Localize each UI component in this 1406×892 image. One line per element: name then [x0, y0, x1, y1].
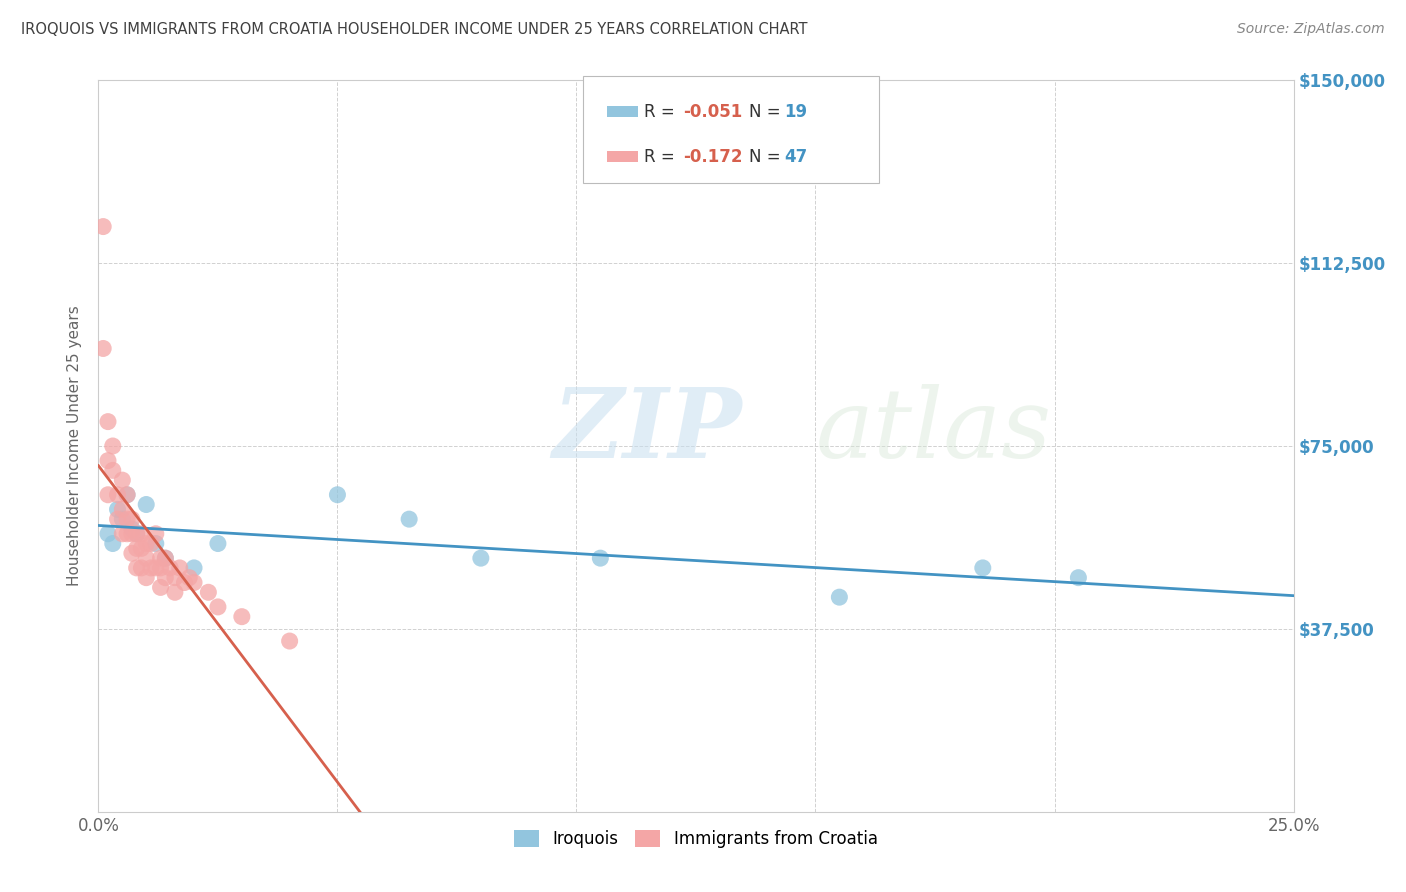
Point: [121, 546, 143, 560]
Point: [139, 536, 162, 550]
Point: [111, 473, 134, 487]
Point: [231, 609, 253, 624]
Point: [145, 526, 167, 541]
Legend: Iroquois, Immigrants from Croatia: Iroquois, Immigrants from Croatia: [508, 823, 884, 855]
Point: [470, 551, 492, 566]
Point: [125, 526, 148, 541]
Point: [115, 512, 138, 526]
Point: [91, 342, 114, 356]
Point: [139, 561, 162, 575]
Point: [159, 561, 181, 575]
Text: IROQUOIS VS IMMIGRANTS FROM CROATIA HOUSEHOLDER INCOME UNDER 25 YEARS CORRELATIO: IROQUOIS VS IMMIGRANTS FROM CROATIA HOUS…: [21, 22, 807, 37]
Point: [155, 551, 177, 566]
Point: [121, 512, 143, 526]
Point: [197, 585, 219, 599]
Text: -0.051: -0.051: [683, 103, 742, 120]
Point: [101, 536, 124, 550]
Point: [149, 561, 172, 575]
Point: [145, 561, 167, 575]
Point: [97, 488, 120, 502]
Point: [115, 488, 138, 502]
Point: [97, 415, 120, 429]
Point: [398, 512, 420, 526]
Point: [207, 599, 229, 614]
Point: [131, 561, 153, 575]
Text: 47: 47: [785, 148, 808, 166]
Point: [125, 526, 148, 541]
Point: [163, 585, 186, 599]
Point: [125, 561, 148, 575]
Point: [125, 541, 148, 556]
Point: [169, 561, 191, 575]
Point: [326, 488, 349, 502]
Point: [107, 488, 129, 502]
Point: [828, 590, 851, 604]
Text: 19: 19: [785, 103, 807, 120]
Point: [101, 463, 124, 477]
Y-axis label: Householder Income Under 25 years: Householder Income Under 25 years: [67, 306, 83, 586]
Point: [183, 575, 205, 590]
Point: [589, 551, 612, 566]
Point: [155, 551, 177, 566]
Point: [135, 571, 157, 585]
Text: R =: R =: [644, 103, 681, 120]
Point: [107, 502, 129, 516]
Point: [115, 488, 138, 502]
Text: atlas: atlas: [815, 384, 1052, 478]
Point: [111, 502, 134, 516]
Point: [115, 526, 138, 541]
Point: [101, 439, 124, 453]
Point: [107, 512, 129, 526]
Point: [121, 526, 143, 541]
Point: [183, 561, 205, 575]
Point: [149, 581, 172, 595]
Text: ZIP: ZIP: [553, 384, 742, 478]
Point: [1067, 571, 1090, 585]
Point: [155, 571, 177, 585]
Point: [97, 526, 120, 541]
Point: [278, 634, 301, 648]
Point: [149, 551, 172, 566]
Point: [972, 561, 994, 575]
Point: [135, 536, 157, 550]
Point: [111, 512, 134, 526]
Point: [135, 551, 157, 566]
Text: Source: ZipAtlas.com: Source: ZipAtlas.com: [1237, 22, 1385, 37]
Text: R =: R =: [644, 148, 681, 166]
Point: [179, 571, 201, 585]
Point: [131, 541, 153, 556]
Point: [97, 453, 120, 467]
Point: [131, 526, 153, 541]
Point: [145, 536, 167, 550]
Text: N =: N =: [749, 148, 786, 166]
Point: [91, 219, 114, 234]
Point: [121, 522, 143, 536]
Text: N =: N =: [749, 103, 786, 120]
Point: [135, 498, 157, 512]
Point: [173, 575, 195, 590]
Point: [207, 536, 229, 550]
Text: -0.172: -0.172: [683, 148, 742, 166]
Point: [163, 571, 186, 585]
Point: [111, 526, 134, 541]
